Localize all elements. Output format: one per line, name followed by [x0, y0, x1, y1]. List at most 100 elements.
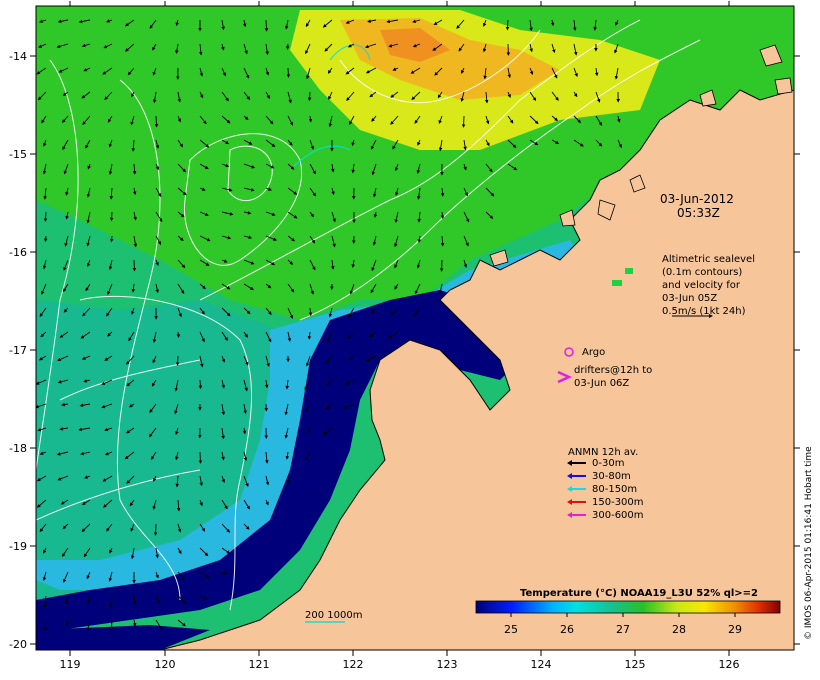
velocity-arrow	[265, 259, 276, 266]
svg-text:ANMN 12h av.: ANMN 12h av.	[568, 447, 638, 458]
velocity-arrow	[221, 523, 231, 533]
velocity-arrow	[265, 211, 276, 216]
velocity-arrow	[309, 139, 314, 150]
velocity-arrow	[265, 283, 272, 289]
anmn-legend: ANMN 12h av. 0-30m 30-80m 80-150m 150-300m 3…	[567, 447, 644, 521]
velocity-arrow	[128, 331, 135, 342]
velocity-arrow	[124, 19, 135, 27]
velocity-arrow	[61, 115, 69, 123]
velocity-arrow	[39, 19, 47, 23]
velocity-arrow	[463, 187, 468, 197]
velocity-arrow	[463, 139, 467, 151]
velocity-arrow	[221, 499, 228, 510]
velocity-arrow	[614, 43, 619, 54]
velocity-arrow	[347, 307, 355, 319]
velocity-arrow	[305, 451, 311, 461]
velocity-arrow	[305, 403, 311, 413]
velocity-arrow	[36, 475, 47, 482]
velocity-arrow	[155, 163, 159, 171]
velocity-arrow	[64, 595, 69, 606]
velocity-arrow	[594, 67, 599, 77]
velocity-arrow	[59, 427, 69, 431]
velocity-arrow	[507, 163, 518, 171]
velocity-arrow	[371, 259, 377, 272]
velocity-arrow	[153, 523, 158, 536]
velocity-arrow	[551, 67, 558, 79]
velocity-arrow	[243, 235, 253, 239]
velocity-arrow	[326, 331, 333, 343]
velocity-arrow	[104, 451, 113, 456]
velocity-arrow	[414, 283, 421, 295]
velocity-arrow	[617, 139, 622, 149]
velocity-arrow	[367, 19, 377, 23]
velocity-arrow	[370, 283, 377, 294]
velocity-arrow	[128, 403, 135, 408]
velocity-arrow	[41, 115, 47, 124]
velocity-arrow	[36, 403, 47, 409]
land-mass	[159, 89, 794, 650]
velocity-arrow	[414, 115, 421, 124]
velocity-arrow	[243, 355, 249, 366]
velocity-arrow	[243, 499, 250, 510]
svg-text:drifters@12h to: drifters@12h to	[574, 365, 652, 376]
velocity-arrow	[371, 307, 377, 314]
velocity-arrow	[437, 91, 443, 99]
velocity-arrow	[573, 115, 582, 124]
velocity-arrow	[62, 139, 69, 151]
velocity-arrow	[221, 475, 225, 483]
velocity-arrow	[287, 115, 293, 126]
velocity-arrow	[109, 619, 114, 631]
longitude-axis: 119 120 121 122 123 124 125 126	[60, 1, 740, 671]
velocity-arrow	[460, 91, 465, 102]
velocity-arrow	[177, 211, 185, 218]
velocity-arrow	[101, 379, 113, 385]
velocity-arrow	[86, 211, 91, 224]
svg-text:0.5m/s (1kt 24h): 0.5m/s (1kt 24h)	[662, 306, 746, 317]
velocity-arrow	[307, 331, 312, 340]
velocity-arrow	[287, 163, 295, 170]
velocity-arrow	[287, 187, 298, 195]
velocity-arrow	[322, 19, 333, 28]
velocity-arrow	[177, 115, 181, 123]
velocity-arrow	[63, 307, 69, 313]
velocity-arrow	[133, 595, 137, 605]
velocity-arrow	[327, 67, 333, 74]
velocity-arrow	[177, 283, 185, 295]
velocity-arrow	[309, 163, 316, 175]
lon-tick-label: 121	[249, 658, 270, 671]
svg-text:05:33Z: 05:33Z	[677, 206, 720, 220]
velocity-arrow	[152, 91, 157, 104]
velocity-arrow	[131, 91, 135, 98]
velocity-arrow	[615, 19, 619, 26]
velocity-arrow	[221, 211, 234, 216]
velocity-arrow	[309, 211, 314, 218]
velocity-arrow	[410, 67, 421, 74]
velocity-arrow	[101, 403, 113, 409]
velocity-arrow	[243, 91, 251, 101]
velocity-arrow	[284, 427, 289, 439]
velocity-arrow	[394, 259, 399, 269]
velocity-arrow	[127, 67, 135, 76]
drifter-chevron-icon	[557, 370, 573, 384]
velocity-arrow	[130, 523, 135, 532]
velocity-arrow	[37, 427, 47, 432]
velocity-arrow	[265, 91, 270, 99]
velocity-arrow	[198, 379, 203, 390]
velocity-arrow	[107, 283, 113, 296]
velocity-arrow	[81, 43, 91, 48]
velocity-arrow	[82, 307, 91, 317]
velocity-arrow	[83, 547, 91, 558]
velocity-arrow	[413, 307, 421, 318]
velocity-arrow	[243, 379, 248, 392]
velocity-arrow	[155, 571, 159, 579]
velocity-arrow	[573, 91, 578, 98]
velocity-arrow	[63, 163, 69, 175]
velocity-arrow	[243, 403, 247, 415]
velocity-arrow	[175, 451, 179, 461]
velocity-arrow	[364, 43, 377, 49]
velocity-arrow	[265, 235, 278, 241]
velocity-arrow	[39, 451, 47, 455]
velocity-arrow	[131, 307, 135, 315]
velocity-arrow	[174, 403, 179, 415]
